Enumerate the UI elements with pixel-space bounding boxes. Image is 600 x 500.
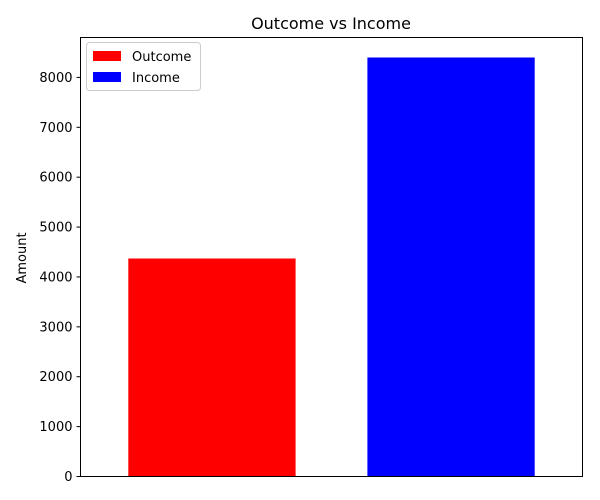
y-tick-label: 1000 [39, 420, 72, 435]
y-axis-label: Amount [15, 232, 30, 283]
y-tick-label: 6000 [39, 171, 72, 186]
legend-label-outcome: Outcome [132, 50, 191, 65]
y-tick-label: 0 [64, 470, 72, 485]
legend: Outcome Income [86, 42, 201, 91]
y-tick-label: 2000 [39, 370, 72, 385]
legend-swatch-income [93, 72, 121, 82]
y-tick-label: 3000 [39, 320, 72, 335]
bar-outcome [128, 258, 296, 477]
y-tick-label: 5000 [39, 221, 72, 236]
legend-swatch-outcome [93, 51, 121, 61]
y-tick-label: 7000 [39, 121, 72, 136]
y-tick-label: 4000 [39, 270, 72, 285]
chart-title: Outcome vs Income [251, 14, 411, 33]
y-tick-label: 8000 [39, 71, 72, 86]
legend-label-income: Income [132, 71, 180, 86]
bar-income [367, 57, 535, 477]
bars-group [128, 57, 535, 477]
y-axis-ticks: 0 1000 2000 3000 4000 5000 6000 7000 8000 [39, 71, 81, 485]
plot-frame [80, 37, 583, 477]
